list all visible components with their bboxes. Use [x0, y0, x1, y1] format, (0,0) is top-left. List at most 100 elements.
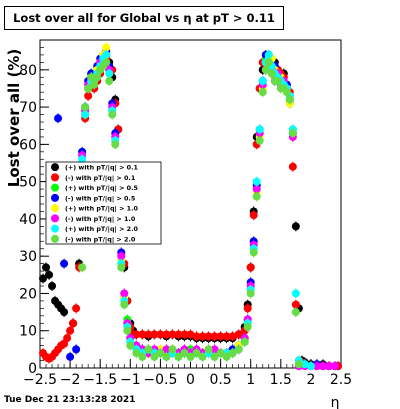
data-point: [174, 352, 183, 361]
data-point: [108, 110, 117, 119]
data-point: [78, 155, 87, 164]
y-tick-label: 60: [19, 137, 37, 153]
chart-title: Lost over all for Global vs η at pT > 0.…: [4, 6, 284, 30]
data-point: [162, 352, 171, 361]
data-point: [87, 73, 96, 82]
x-tick-label: 0.5: [209, 372, 231, 388]
data-point: [168, 345, 177, 354]
y-axis-label-group: Lost over all (%): [5, 49, 23, 187]
data-point: [273, 77, 282, 85]
data-point: [240, 337, 249, 346]
data-point: [306, 362, 315, 371]
data-point: [210, 332, 219, 341]
data-point: [138, 330, 147, 339]
data-point: [267, 69, 276, 78]
data-point: [138, 352, 147, 361]
legend-marker: [51, 183, 59, 192]
data-point: [252, 192, 261, 201]
data-point: [249, 248, 258, 257]
data-point: [48, 282, 57, 290]
data-point: [102, 43, 111, 52]
data-point: [291, 222, 300, 231]
data-point: [150, 352, 159, 361]
data-point: [81, 110, 90, 119]
data-point: [234, 330, 243, 339]
data-point: [192, 332, 201, 341]
x-tick-label: −1: [120, 372, 141, 388]
data-point: [111, 140, 120, 149]
legend-label: (+) with pT/|q| > 0.1: [65, 164, 138, 173]
data-point: [324, 362, 333, 371]
data-point: [54, 114, 63, 123]
data-point: [210, 345, 219, 354]
data-point: [258, 88, 267, 97]
data-point: [186, 352, 195, 361]
y-tick-label: 80: [19, 63, 37, 79]
data-point: [246, 289, 255, 298]
data-point: [312, 362, 321, 371]
data-point: [198, 332, 207, 341]
y-tick-label: 40: [19, 212, 37, 228]
legend-marker: [51, 163, 59, 172]
data-point: [84, 84, 93, 93]
data-point: [243, 323, 252, 331]
y-tick-label: 30: [19, 249, 37, 265]
data-point: [294, 360, 303, 369]
y-tick-label: 70: [19, 100, 37, 116]
data-point: [291, 300, 300, 309]
y-tick-label: 10: [19, 324, 37, 340]
data-point: [216, 332, 225, 341]
data-point: [249, 211, 258, 220]
legend-marker: [51, 173, 59, 182]
data-point: [288, 162, 297, 171]
data-point: [45, 270, 54, 279]
legend-label: (-) with pT/|q| > 0.1: [65, 174, 135, 183]
data-point: [180, 330, 189, 339]
data-point: [318, 362, 327, 371]
data-point: [63, 334, 72, 343]
data-point: [78, 263, 87, 272]
data-point: [258, 77, 267, 85]
data-point: [72, 304, 81, 313]
legend-label: (-) with pT/|q| > 0.5: [65, 194, 135, 203]
data-point: [228, 349, 237, 358]
data-point: [264, 50, 273, 59]
timestamp: Tue Dec 21 23:13:28 2021: [4, 395, 136, 405]
data-point: [246, 263, 255, 272]
data-point: [255, 136, 264, 145]
data-point: [132, 330, 141, 339]
data-point: [222, 332, 231, 341]
data-point: [261, 65, 270, 74]
y-axis-label: Lost over all (%): [5, 49, 23, 187]
data-point: [162, 330, 171, 339]
data-point: [174, 330, 183, 339]
data-point: [144, 345, 153, 354]
legend-label: (+) with pT/|q| > 0.5: [65, 184, 138, 193]
legend-label: (+) with pT/|q| > 2.0: [65, 225, 139, 234]
data-point: [105, 77, 114, 85]
x-tick-label: −1.5: [83, 372, 117, 388]
x-tick-label: −2: [60, 372, 81, 388]
data-point: [285, 95, 294, 104]
legend-marker: [51, 193, 59, 202]
x-tick-label: 1.5: [270, 372, 292, 388]
data-point: [192, 349, 201, 358]
data-point: [144, 330, 153, 339]
data-point: [60, 259, 69, 268]
data-point: [234, 345, 243, 354]
data-point: [291, 289, 300, 298]
legend-box: [45, 161, 162, 245]
data-point: [126, 341, 135, 350]
data-point: [186, 330, 195, 339]
data-point: [120, 289, 129, 298]
legend-label: (+) with pT/|q| > 1.0: [65, 205, 139, 214]
data-point: [66, 326, 75, 335]
legend-marker: [51, 224, 59, 233]
data-point: [198, 352, 207, 361]
data-point: [39, 274, 48, 283]
data-point: [228, 332, 237, 341]
data-point: [162, 345, 171, 354]
x-tick-label: −2.5: [23, 372, 57, 388]
data-point: [330, 362, 339, 371]
